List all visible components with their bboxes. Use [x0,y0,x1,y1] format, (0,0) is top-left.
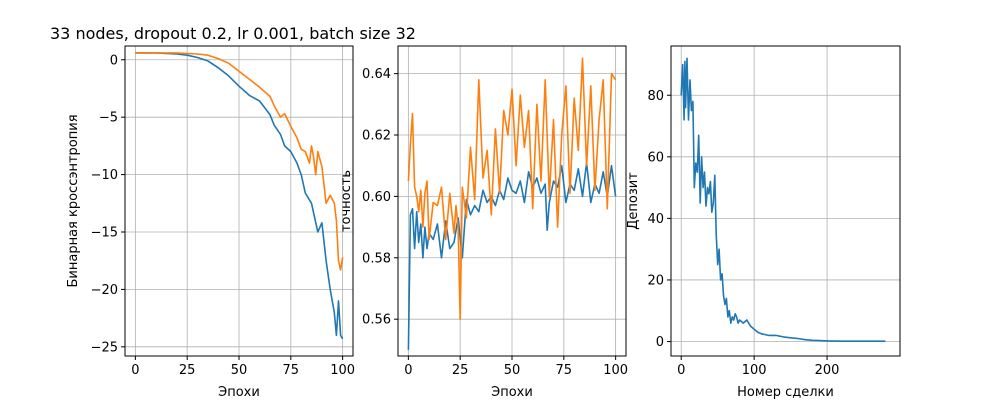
y-tick-label: 0.64 [362,67,391,82]
y-tick-label: 0.60 [362,190,391,205]
x-tick-label: 50 [504,363,521,378]
subplot-2: 0 25 50 75 100 0.56 0.58 0.60 0.62 0.64 Эпохи точно… [339,45,628,400]
x-tick-label: 75 [556,363,573,378]
y-tick-label: −5 [99,111,118,126]
x-axis-label: Эпохи [491,385,533,400]
series-line-2 [407,57,617,321]
y-tick-label: 20 [647,273,664,288]
plot-frame [397,45,627,357]
y-tick-label: 0.58 [362,251,391,266]
x-tick-label: 25 [179,363,196,378]
x-tick-label: 0 [404,363,412,378]
x-tick-label: 100 [742,363,767,378]
x-tick-label: 100 [330,363,355,378]
y-tick-label: 0.62 [362,129,391,144]
x-tick-label: 75 [283,363,300,378]
plot-frame [670,45,901,357]
y-tick-label: 60 [647,150,664,165]
series-line-2 [135,52,344,271]
y-tick-label: −20 [91,283,118,298]
y-axis-label: Бинарная кроссэнтропия [66,114,81,287]
x-tick-label: 50 [231,363,248,378]
x-axis-label: Номер сделки [737,385,834,400]
y-tick-label: −25 [91,340,118,355]
x-tick-label: 0 [677,363,685,378]
y-axis-label: Депозит [626,172,641,230]
x-tick-label: 200 [815,363,840,378]
figure-title: 33 nodes, dropout 0.2, lr 0.001, batch s… [50,24,416,43]
x-tick-label: 0 [131,363,139,378]
subplot-1: 0 25 50 75 100 0 −5 −10 −15 −20 −25 Эпохи Бинарная к… [66,45,355,400]
y-tick-label: 0 [656,335,664,350]
series-line-1 [407,161,617,350]
x-tick-label: 100 [603,363,628,378]
series-line-1 [680,57,886,343]
y-axis-label: точность [339,170,354,232]
subplot-3: 0 100 200 0 20 40 60 80 Номер сделки Депозит [626,45,901,400]
y-tick-label: −10 [91,168,118,183]
y-tick-label: 0.56 [362,313,391,328]
y-tick-label: 40 [647,212,664,227]
y-tick-label: −15 [91,226,118,241]
x-tick-label: 25 [452,363,469,378]
y-tick-label: 80 [647,89,664,104]
plot-frame [124,45,354,357]
y-tick-label: 0 [110,53,118,68]
series-line-1 [135,52,344,340]
x-axis-label: Эпохи [218,385,260,400]
